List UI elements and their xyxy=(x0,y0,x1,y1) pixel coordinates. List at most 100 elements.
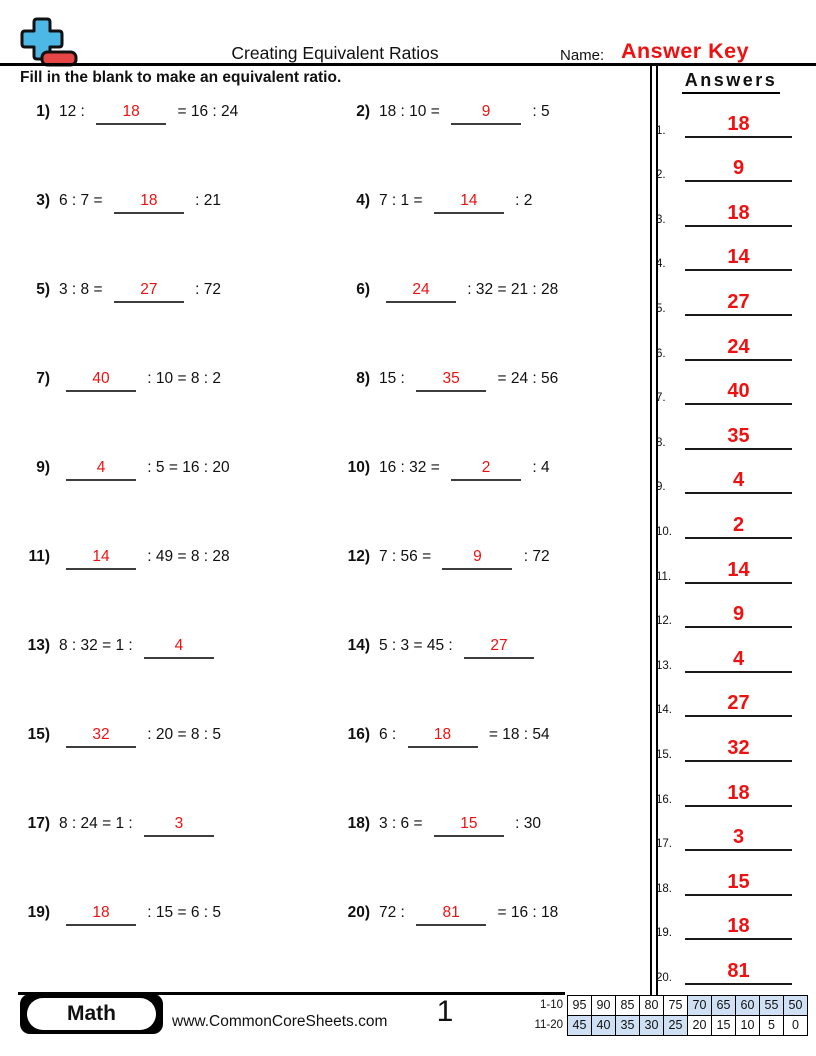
problem-post-text: : 21 xyxy=(190,192,221,209)
problem-9: 9) 4 : 5 = 16 : 20 xyxy=(20,451,340,540)
problem-13: 13) 8 : 32 = 1 : 4 xyxy=(20,629,340,718)
problem-post-text: : 72 xyxy=(190,281,221,298)
answer-blank: 14 xyxy=(433,192,504,214)
answer-blank: 18 xyxy=(407,726,478,748)
answer-row-20: 20. 81 xyxy=(656,940,808,985)
problem-post-text: : 32 = 21 : 28 xyxy=(463,281,559,298)
grade-cell: 35 xyxy=(615,1015,640,1036)
answer-value: 18 xyxy=(727,781,750,804)
answer-value: 40 xyxy=(727,380,750,403)
answer-row-3: 3. 18 xyxy=(656,182,808,227)
answer-blank: 24 xyxy=(386,281,456,303)
problem-14: 14) 5 : 3 = 45 : 27 xyxy=(340,629,652,718)
problem-number: 16) xyxy=(347,726,370,743)
problem-post-text: : 20 = 8 : 5 xyxy=(143,726,221,743)
problem-number: 1) xyxy=(36,103,50,120)
blank-answer-value: 27 xyxy=(140,281,158,298)
problem-number: 15) xyxy=(27,726,50,743)
problem-pre-text: 7 : 1 = xyxy=(379,192,427,209)
answer-number: 3. xyxy=(656,213,666,226)
answer-value: 3 xyxy=(732,826,745,849)
problem-number: 9) xyxy=(36,459,50,476)
problem-11: 11) 14 : 49 = 8 : 28 xyxy=(20,540,340,629)
problem-pre-text: 6 : 7 = xyxy=(59,192,107,209)
answer-line: 14 xyxy=(685,247,792,272)
grading-row-label: 11-20 xyxy=(526,1015,568,1036)
answer-number: 8. xyxy=(656,436,666,449)
answer-row-10: 10. 2 xyxy=(656,494,808,539)
answer-blank: 15 xyxy=(433,815,504,837)
problem-5: 5) 3 : 8 = 27 : 72 xyxy=(20,273,340,362)
answer-row-18: 18. 15 xyxy=(656,851,808,896)
problem-number: 17) xyxy=(27,815,50,832)
problem-post-text: : 30 xyxy=(510,815,541,832)
answer-number: 13. xyxy=(656,659,672,672)
problem-number: 7) xyxy=(36,370,50,387)
answer-value: 2 xyxy=(732,513,745,536)
problem-number: 5) xyxy=(36,281,50,298)
answer-line: 4 xyxy=(685,470,792,495)
answer-line: 18 xyxy=(685,202,792,227)
answer-value: 4 xyxy=(732,647,745,670)
answer-row-1: 1. 18 xyxy=(656,93,808,138)
problem-pre-text: 72 : xyxy=(379,904,410,921)
problems-grid: 1) 12 : 18 = 16 : 24 2) 18 : 10 = 9 : 5 3)… xyxy=(20,95,652,985)
answer-line: 24 xyxy=(685,336,792,361)
grade-cell: 80 xyxy=(639,995,664,1016)
problem-post-text: : 10 = 8 : 2 xyxy=(143,370,221,387)
answer-row-13: 13. 4 xyxy=(656,628,808,673)
answer-number: 17. xyxy=(656,838,672,851)
grade-cell: 0 xyxy=(783,1015,808,1036)
grade-cell: 95 xyxy=(567,995,592,1016)
problem-number: 6) xyxy=(356,281,370,298)
problem-8: 8) 15 : 35 = 24 : 56 xyxy=(340,362,652,451)
problem-19: 19) 18 : 15 = 6 : 5 xyxy=(20,896,340,985)
answer-number: 2. xyxy=(656,169,666,182)
problem-10: 10) 16 : 32 = 2 : 4 xyxy=(340,451,652,540)
answer-row-15: 15. 32 xyxy=(656,717,808,762)
blank-answer-value: 14 xyxy=(460,192,478,209)
answer-number: 5. xyxy=(656,302,666,315)
answer-line: 40 xyxy=(685,380,792,406)
problem-pre-text: 3 : 6 = xyxy=(379,815,427,832)
grade-cell: 5 xyxy=(759,1015,784,1036)
grading-row-label: 1-10 xyxy=(526,995,568,1016)
problem-pre-text: 7 : 56 = xyxy=(379,548,436,565)
answer-row-2: 2. 9 xyxy=(656,138,808,183)
blank-answer-value: 4 xyxy=(174,637,184,654)
problem-pre-text: 6 : xyxy=(379,726,401,743)
math-badge: Math xyxy=(20,994,163,1034)
problem-4: 4) 7 : 1 = 14 : 2 xyxy=(340,184,652,273)
problem-number: 20) xyxy=(347,904,370,921)
problem-pre-text: 8 : 32 = 1 : xyxy=(59,637,137,654)
blank-answer-value: 24 xyxy=(412,281,430,298)
answer-blank: 2 xyxy=(451,459,522,481)
answer-blank: 9 xyxy=(442,548,513,570)
answer-number: 14. xyxy=(656,704,672,717)
grade-cell: 40 xyxy=(591,1015,616,1036)
grade-cell: 45 xyxy=(567,1015,592,1036)
answer-line: 9 xyxy=(685,604,792,629)
grade-cell: 70 xyxy=(687,995,712,1016)
problem-2: 2) 18 : 10 = 9 : 5 xyxy=(340,95,652,184)
answer-line: 4 xyxy=(685,647,792,673)
answer-row-6: 6. 24 xyxy=(656,316,808,361)
answer-row-7: 7. 40 xyxy=(656,361,808,406)
answer-value: 32 xyxy=(727,736,750,759)
answer-number: 6. xyxy=(656,347,666,360)
grade-cell: 10 xyxy=(735,1015,760,1036)
answer-blank: 40 xyxy=(66,370,136,392)
grade-cell: 30 xyxy=(639,1015,664,1036)
blank-answer-value: 18 xyxy=(140,192,158,209)
answer-value: 18 xyxy=(727,112,750,135)
problem-pre-text: 5 : 3 = 45 : xyxy=(379,637,457,654)
problem-number: 19) xyxy=(27,904,50,921)
answer-number: 10. xyxy=(656,525,672,538)
problem-pre-text: 8 : 24 = 1 : xyxy=(59,815,137,832)
grade-cell: 90 xyxy=(591,995,616,1016)
answer-row-5: 5. 27 xyxy=(656,271,808,316)
problem-number: 12) xyxy=(347,548,370,565)
answers-list: 1. 18 2. 9 3. 18 4. 14 5. 27 6. 24 7. 40 8. 35 9… xyxy=(656,93,808,985)
answer-blank: 18 xyxy=(113,192,184,214)
blank-answer-value: 81 xyxy=(442,904,460,921)
